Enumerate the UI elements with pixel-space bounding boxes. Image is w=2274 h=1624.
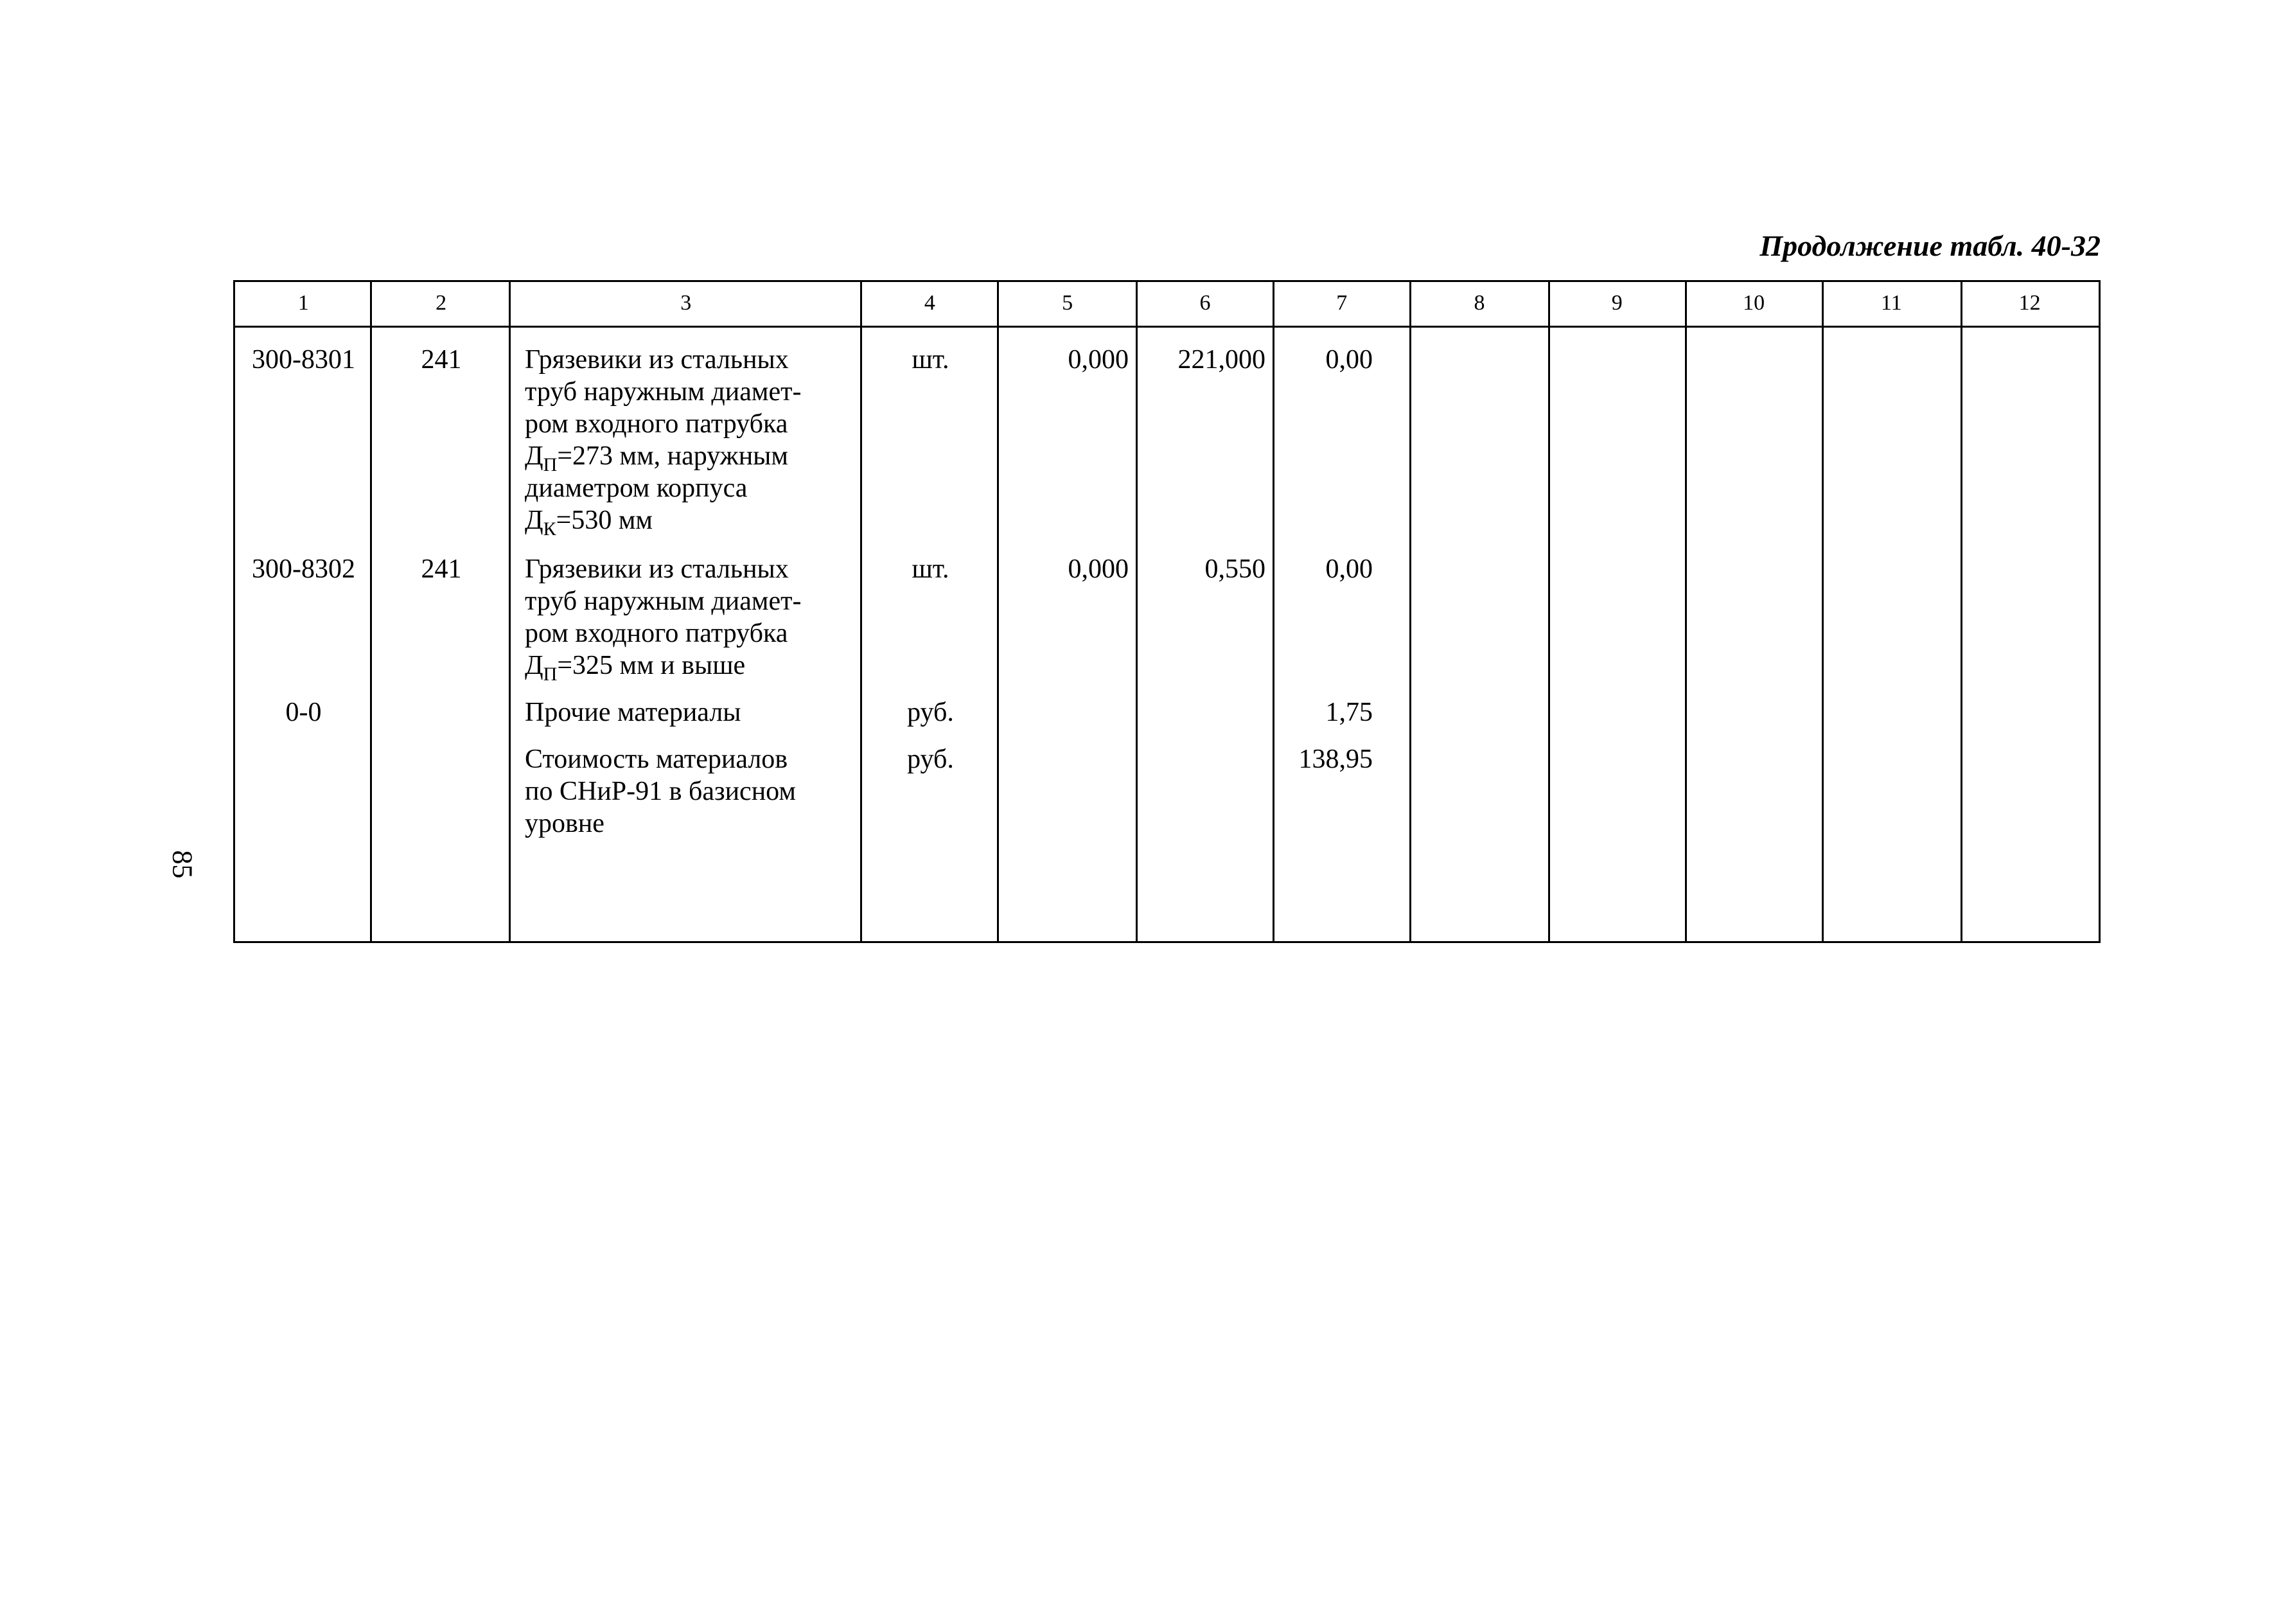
col6-cell <box>1138 743 1274 840</box>
unit-cell: руб. <box>907 745 954 774</box>
description-line: труб наружным диамет- <box>525 377 802 407</box>
description-line: Грязевики из стальных <box>525 345 789 375</box>
column-divider <box>370 282 372 941</box>
column-header: 1 <box>297 291 309 315</box>
description-cell: Прочие материалы <box>525 698 741 727</box>
subscript: П <box>543 664 558 685</box>
table-row: 300-8302 241 Грязевики из стальных труб … <box>235 553 2099 685</box>
number-cell <box>372 696 511 728</box>
col7-cell: 0,00 <box>1325 554 1373 584</box>
col5-cell: 0,000 <box>1068 345 1129 375</box>
description-text: =530 мм <box>556 506 653 535</box>
symbol: Д <box>525 441 543 471</box>
column-header: 4 <box>924 291 935 315</box>
column-header: 11 <box>1880 291 1902 315</box>
table-row: 300-8301 241 Грязевики из стальных труб … <box>235 344 2099 539</box>
unit-cell: руб. <box>907 698 954 727</box>
table-row: Стоимость материалов по СНиР-91 в базисн… <box>235 743 2099 840</box>
unit-cell: шт. <box>912 345 949 375</box>
col7-cell: 138,95 <box>1298 745 1373 774</box>
description-line: ром входного патрубка <box>525 409 788 439</box>
code-cell: 0-0 <box>285 698 322 727</box>
col5-cell <box>999 743 1138 840</box>
column-divider <box>1685 282 1687 941</box>
column-header: 2 <box>436 291 447 315</box>
code-cell: 300-8301 <box>252 345 355 375</box>
code-cell <box>235 743 372 840</box>
col5-cell <box>999 696 1138 728</box>
column-divider <box>1961 282 1962 941</box>
column-header: 10 <box>1743 291 1765 315</box>
column-header: 8 <box>1474 291 1485 315</box>
symbol: Д <box>525 651 543 680</box>
column-header: 5 <box>1062 291 1073 315</box>
column-divider <box>860 282 862 941</box>
description-line: труб наружным диамет- <box>525 587 802 616</box>
number-cell: 241 <box>421 345 462 375</box>
code-cell: 300-8302 <box>252 554 355 584</box>
description-cell: Грязевики из стальных труб наружным диам… <box>511 553 862 685</box>
column-header: 9 <box>1611 291 1623 315</box>
table-continuation-title: Продолжение табл. 40-32 <box>1759 229 2101 262</box>
description-line: уровне <box>525 809 604 838</box>
description-line: ДК=530 мм <box>525 504 853 539</box>
description-text: =273 мм, наружным <box>557 441 788 471</box>
col7-cell: 1,75 <box>1325 698 1373 727</box>
description-text: =325 мм и выше <box>557 651 746 680</box>
description-line: ДП=273 мм, наружным <box>525 440 853 475</box>
subscript: К <box>543 518 556 540</box>
materials-table: 1 2 3 4 5 6 7 8 9 10 11 12 300-8301 241 … <box>233 280 2101 943</box>
col6-cell: 0,550 <box>1204 554 1266 584</box>
column-header: 6 <box>1199 291 1211 315</box>
description-cell: Стоимость материалов по СНиР-91 в базисн… <box>511 743 862 840</box>
unit-cell: шт. <box>912 554 949 584</box>
column-divider <box>997 282 999 941</box>
description-cell: Грязевики из стальных труб наружным диам… <box>511 344 862 539</box>
table-header-row: 1 2 3 4 5 6 7 8 9 10 11 12 <box>235 282 2099 328</box>
table-row: 0-0 Прочие материалы руб. 1,75 <box>235 696 2099 728</box>
column-header: 7 <box>1336 291 1348 315</box>
column-divider <box>509 282 511 941</box>
column-divider <box>1822 282 1824 941</box>
symbol: Д <box>525 506 543 535</box>
col6-cell: 221,000 <box>1177 345 1266 375</box>
description-line: ДП=325 мм и выше <box>525 649 853 685</box>
column-header: 3 <box>680 291 692 315</box>
description-line: Стоимость материалов <box>525 745 788 774</box>
column-header: 12 <box>2018 291 2041 315</box>
col5-cell: 0,000 <box>1068 554 1129 584</box>
description-line: по СНиР-91 в базисном <box>525 777 796 806</box>
description-line: ром входного патрубка <box>525 619 788 648</box>
description-line: Грязевики из стальных <box>525 554 789 584</box>
column-divider <box>1273 282 1274 941</box>
number-cell: 241 <box>421 554 462 584</box>
col7-cell: 0,00 <box>1325 345 1373 375</box>
column-divider <box>1548 282 1550 941</box>
column-divider <box>1409 282 1411 941</box>
column-divider <box>1136 282 1138 941</box>
page-number: 85 <box>166 850 198 879</box>
col6-cell <box>1138 696 1274 728</box>
description-line: диаметром корпуса <box>525 473 748 503</box>
subscript: П <box>543 454 558 475</box>
number-cell <box>372 743 511 840</box>
